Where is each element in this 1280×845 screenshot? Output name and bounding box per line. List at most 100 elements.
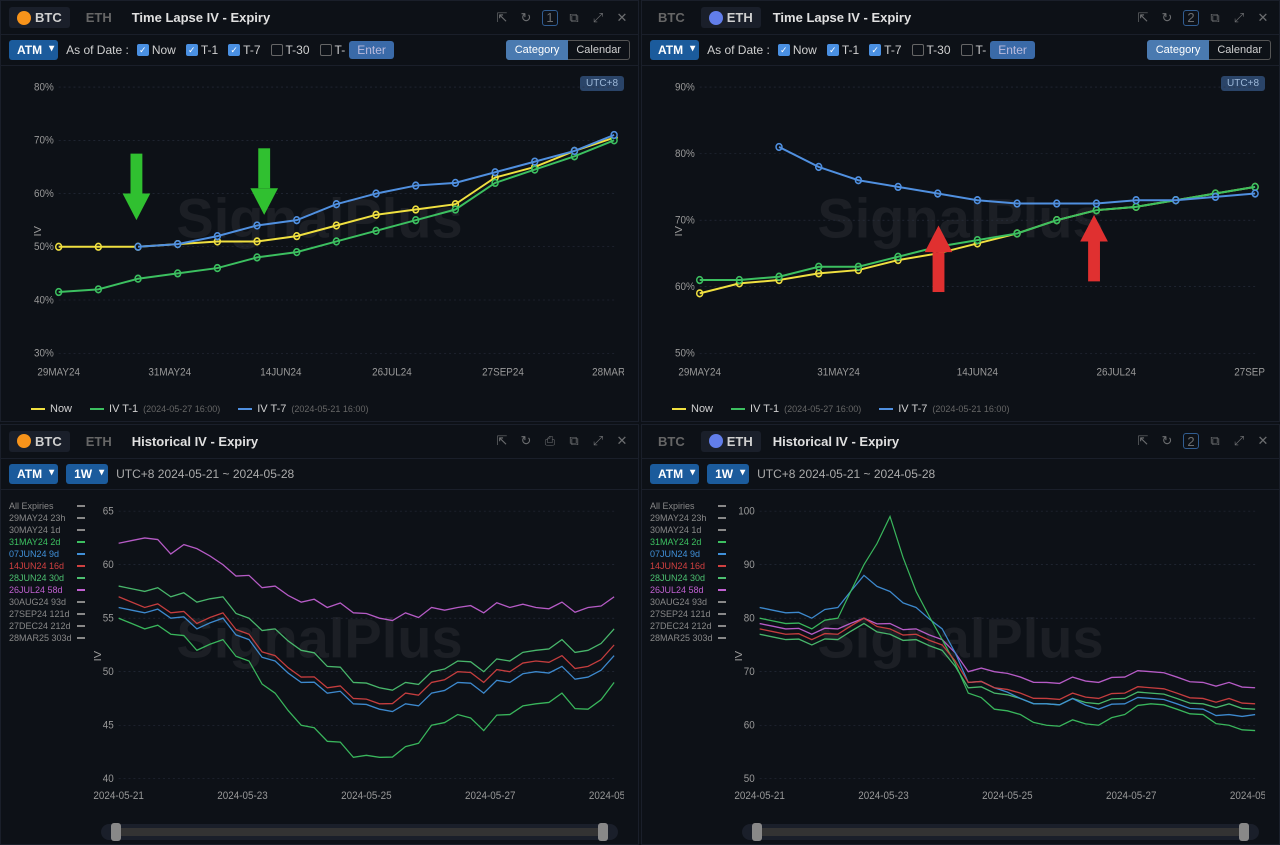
close-icon[interactable]: ✕ [1255,433,1271,449]
svg-text:50: 50 [103,665,114,678]
layout-badge[interactable]: 1 [542,10,558,26]
refresh-icon[interactable]: ↻ [518,10,534,26]
checkbox-t-1[interactable]: ✓T-1 [186,43,218,57]
expiry-item[interactable]: 07JUN24 9d [650,548,726,560]
layout-badge[interactable]: 2 [1183,10,1199,26]
seg-category[interactable]: Category [1147,40,1210,60]
expiry-item[interactable]: 29MAY24 23h [9,512,85,524]
close-icon[interactable]: ✕ [1255,10,1271,26]
expiry-item[interactable]: 31MAY24 2d [9,536,85,548]
svg-text:65: 65 [103,504,114,517]
expiry-item[interactable]: 30AUG24 93d [9,596,85,608]
expand-icon[interactable]: ⤢ [590,10,606,26]
checkbox-t-[interactable]: T- [320,43,346,57]
external-link-icon[interactable]: ⇱ [1135,10,1151,26]
legend-t1[interactable]: IV T-1(2024-05-27 16:00) [90,403,220,415]
external-link-icon[interactable]: ⇱ [494,10,510,26]
enter-chip[interactable]: Enter [349,41,394,59]
legend-t1[interactable]: IV T-1(2024-05-27 16:00) [731,403,861,415]
title-actions: ⇱ ↻ 1 ⧉ ⤢ ✕ [494,10,630,26]
title-bar: BTC ETH Historical IV - Expiry ⇱ ↻ ⎙ ⧉ ⤢… [1,425,638,459]
refresh-icon[interactable]: ↻ [518,433,534,449]
checkbox-t-1[interactable]: ✓T-1 [827,43,859,57]
checkbox-t-7[interactable]: ✓T-7 [228,43,260,57]
checkbox-t-7[interactable]: ✓T-7 [869,43,901,57]
historical-chart: 50607080901002024-05-212024-05-232024-05… [732,500,1265,835]
copy-icon[interactable]: ⧉ [566,10,582,26]
checkbox-t-30[interactable]: T-30 [912,43,951,57]
expand-icon[interactable]: ⤢ [1231,433,1247,449]
seg-category[interactable]: Category [506,40,569,60]
tab-btc[interactable]: BTC [9,7,70,28]
expiry-item[interactable]: 30AUG24 93d [650,596,726,608]
legend-now[interactable]: Now [31,403,72,415]
expiry-item[interactable]: 27SEP24 121d [650,608,726,620]
tab-btc[interactable]: BTC [650,7,693,28]
expand-icon[interactable]: ⤢ [590,433,606,449]
asof-label: As of Date : [66,43,129,57]
expiry-item[interactable]: 28MAR25 303d [650,632,726,644]
checkbox-now[interactable]: ✓Now [778,43,817,57]
close-icon[interactable]: ✕ [614,10,630,26]
close-icon[interactable]: ✕ [614,433,630,449]
expiry-item[interactable]: 30MAY24 1d [9,524,85,536]
expiry-item[interactable]: 14JUN24 16d [9,560,85,572]
checkbox-now[interactable]: ✓Now [137,43,176,57]
legend-t7[interactable]: IV T-7(2024-05-21 16:00) [238,403,368,415]
tab-eth[interactable]: ETH [78,7,120,28]
btc-icon [17,434,31,448]
save-icon[interactable]: ⎙ [542,433,558,449]
tab-btc[interactable]: BTC [9,431,70,452]
expiry-item[interactable]: 29MAY24 23h [650,512,726,524]
expiry-item[interactable]: 27SEP24 121d [9,608,85,620]
svg-text:45: 45 [103,719,114,732]
atm-dropdown[interactable]: ATM [9,464,58,484]
layout-badge[interactable]: 2 [1183,433,1199,449]
svg-text:50%: 50% [34,241,54,254]
panel-title: Historical IV - Expiry [132,434,258,449]
legend-now[interactable]: Now [672,403,713,415]
atm-dropdown[interactable]: ATM [650,464,699,484]
expiry-item[interactable]: 31MAY24 2d [650,536,726,548]
svg-text:29MAY24: 29MAY24 [678,366,721,379]
expiry-item[interactable]: All Expiries [650,500,726,512]
checkbox-t-[interactable]: T- [961,43,987,57]
expiry-item[interactable]: 07JUN24 9d [9,548,85,560]
expiry-item[interactable]: 27DEC24 212d [650,620,726,632]
expiry-item[interactable]: 28JUN24 30d [9,572,85,584]
svg-text:50%: 50% [675,347,695,360]
refresh-icon[interactable]: ↻ [1159,433,1175,449]
external-link-icon[interactable]: ⇱ [1135,433,1151,449]
expiry-item[interactable]: 26JUL24 58d [9,584,85,596]
tab-eth[interactable]: ETH [701,7,761,28]
checkbox-t-30[interactable]: T-30 [271,43,310,57]
tab-eth[interactable]: ETH [701,431,761,452]
chart-area: All Expiries29MAY24 23h30MAY24 1d31MAY24… [1,490,638,845]
title-bar: BTC ETH Time Lapse IV - Expiry ⇱ ↻ 1 ⧉ ⤢… [1,1,638,35]
seg-calendar[interactable]: Calendar [1209,40,1271,60]
atm-dropdown[interactable]: ATM [9,40,58,60]
range-dropdown[interactable]: 1W [707,464,749,484]
expiry-item[interactable]: 28JUN24 30d [650,572,726,584]
legend-t7[interactable]: IV T-7(2024-05-21 16:00) [879,403,1009,415]
expiry-item[interactable]: 14JUN24 16d [650,560,726,572]
copy-icon[interactable]: ⧉ [1207,10,1223,26]
tab-label: ETH [86,10,112,25]
copy-icon[interactable]: ⧉ [566,433,582,449]
expiry-item[interactable]: 26JUL24 58d [650,584,726,596]
expiry-item[interactable]: 28MAR25 303d [9,632,85,644]
atm-dropdown[interactable]: ATM [650,40,699,60]
enter-chip[interactable]: Enter [990,41,1035,59]
expiry-item[interactable]: 27DEC24 212d [9,620,85,632]
expiry-item[interactable]: 30MAY24 1d [650,524,726,536]
tab-btc[interactable]: BTC [650,431,693,452]
refresh-icon[interactable]: ↻ [1159,10,1175,26]
external-link-icon[interactable]: ⇱ [494,433,510,449]
expand-icon[interactable]: ⤢ [1231,10,1247,26]
range-dropdown[interactable]: 1W [66,464,108,484]
svg-text:70%: 70% [34,134,54,147]
seg-calendar[interactable]: Calendar [568,40,630,60]
copy-icon[interactable]: ⧉ [1207,433,1223,449]
expiry-item[interactable]: All Expiries [9,500,85,512]
tab-eth[interactable]: ETH [78,431,120,452]
